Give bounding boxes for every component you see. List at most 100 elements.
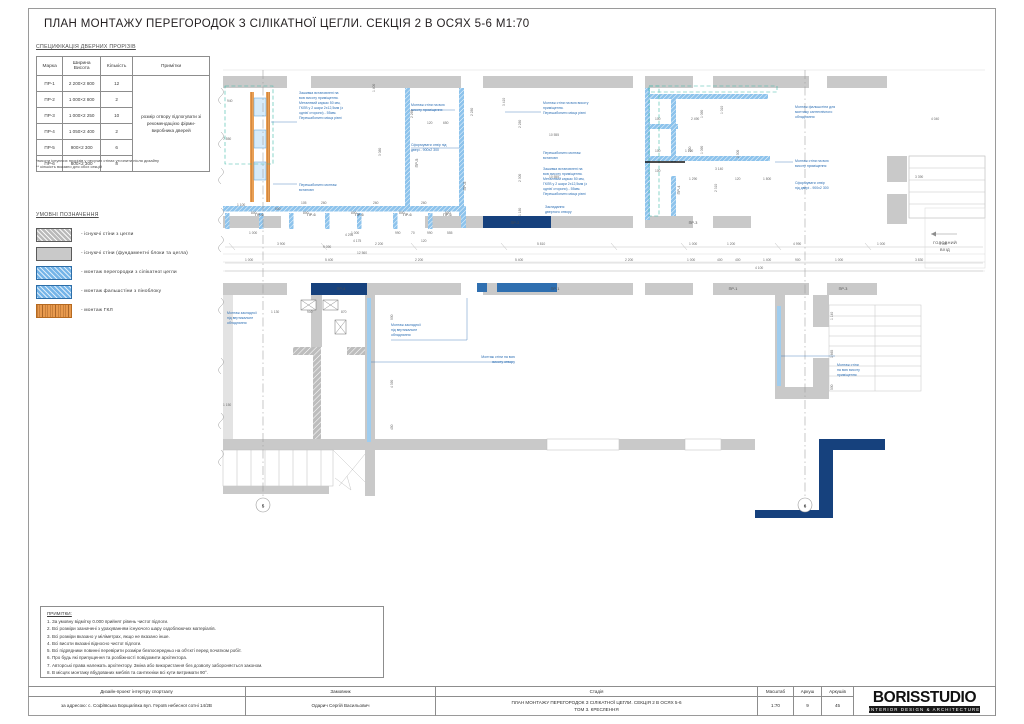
legend: - існуючі стіни з цегли - існуючі стіни … [36, 226, 236, 321]
svg-text:2 490: 2 490 [691, 117, 699, 121]
svg-text:5 400: 5 400 [515, 258, 523, 262]
svg-text:4 990: 4 990 [793, 242, 801, 246]
new-silicate-partitions-center [459, 85, 778, 220]
svg-text:250: 250 [688, 146, 692, 152]
svg-text:2 200: 2 200 [625, 258, 633, 262]
svg-text:1 090: 1 090 [700, 146, 704, 154]
annotation-remount-2: Перешабонити монтаж встановл [543, 151, 581, 160]
logo-wordmark: BORISSTUDIO [872, 688, 977, 706]
svg-text:1 000: 1 000 [835, 258, 843, 262]
svg-text:2 260: 2 260 [410, 110, 414, 118]
svg-text:1 400: 1 400 [372, 84, 376, 92]
svg-text:ПР-6: ПР-6 [255, 213, 264, 217]
axis-label: 6 [804, 504, 807, 509]
svg-text:450: 450 [390, 424, 394, 430]
cell-size: 1 050×2 400 [62, 123, 102, 140]
gkl-partition-detail [224, 85, 274, 202]
svg-text:2 310: 2 310 [714, 184, 718, 192]
cell-mark: ПР-1 [35, 75, 64, 92]
svg-text:ПР-5: ПР-5 [463, 182, 467, 191]
svg-text:500: 500 [830, 384, 834, 390]
svg-text:260: 260 [421, 201, 427, 205]
col-qty: Кількість [100, 56, 134, 76]
col-width-label: Ширина [72, 61, 91, 66]
list-item: - монтаж фальшстіни з піноблоку [36, 283, 236, 300]
dimension-labels-row1: 3 900 2 200 5 810 1 000 1 200 4 990 1 00… [277, 242, 947, 255]
svg-text:4 080: 4 080 [939, 242, 947, 246]
notes-list: 1. За умовну відмітку 0.000 прийнят ріве… [47, 618, 377, 676]
svg-text:1 000: 1 000 [249, 231, 257, 235]
svg-text:4 175: 4 175 [353, 239, 361, 243]
tb-stage-line1: ПЛАН МОНТАЖУ ПЕРЕГОРОДОК З СІЛІКАТНОЇ ЦЕ… [511, 700, 682, 706]
svg-text:9 090: 9 090 [323, 245, 331, 249]
cell-qty: 2 [100, 91, 134, 108]
svg-text:1 140: 1 140 [830, 312, 834, 320]
svg-text:1 180: 1 180 [518, 208, 522, 216]
existing-walls-upper [223, 76, 887, 228]
spec-heading: СПЕЦИФІКАЦІЯ ДВЕРНИХ ПРОРІЗІВ [36, 44, 136, 50]
annotation-embed-left-lower: Монтаж закладної під вертикальне обладнанн… [227, 311, 257, 325]
studio-logo: BORISSTUDIO INTERIOR DESIGN & ARCHITECTU… [854, 687, 996, 716]
dimension-chain-top [225, 246, 983, 272]
cell-size: 1 000×2 800 [62, 91, 102, 108]
cell-qty: 10 [100, 107, 134, 124]
svg-text:1 000: 1 000 [245, 258, 253, 262]
svg-text:4 040: 4 040 [931, 117, 939, 121]
tb-scale-value: 1:70 [771, 703, 780, 709]
svg-text:800: 800 [351, 211, 357, 215]
svg-text:1 190: 1 190 [685, 149, 693, 153]
svg-text:10 555: 10 555 [549, 175, 559, 179]
axis-label: 5 [262, 504, 265, 509]
col-size: Ширина Висота [62, 56, 102, 76]
note-item: 2. Всі розміри зазначені з урахуванням і… [47, 626, 216, 632]
dimension-total: 12 560 [357, 251, 367, 255]
svg-text:1 665: 1 665 [830, 350, 834, 358]
door-mark-rotated: ПР-5 ПР-5 ПР-4 [415, 159, 681, 195]
general-notes-block: ПРИМІТКИ: 1. За умовну відмітку 0.000 пр… [40, 606, 384, 678]
cell-mark: ПР-6 [35, 155, 64, 172]
tb-project-address: за адресою: с. Софіївська Борщагівка вул… [60, 703, 212, 709]
logo-tagline: INTERIOR DESIGN & ARCHITECTURE [868, 706, 981, 714]
tb-stage-value: ПЛАН МОНТАЖУ ПЕРЕГОРОДОК З СІЛІКАТНОЇ ЦЕ… [436, 697, 757, 716]
tb-sheets-caption: Аркушів [822, 687, 853, 697]
annotation-door-closed: Закладання дверного отвору [545, 205, 572, 214]
legend-swatch-existing-brick-icon [36, 227, 72, 242]
svg-text:900: 900 [390, 314, 394, 320]
stair-run-left [222, 449, 366, 491]
legend-label: - існуючі стіни з цегли [81, 232, 134, 237]
svg-text:2 200: 2 200 [415, 258, 423, 262]
svg-text:1 130: 1 130 [271, 310, 279, 314]
tb-sheets-cell: Аркушів 45 [822, 687, 854, 716]
cell-size: 800×2 300 [62, 155, 102, 172]
tb-stage-line2: ТОМ 3. КРЕСЛЕННЯ [574, 706, 619, 712]
annotation-remount: Перешабонити монтаж встановл [273, 183, 337, 192]
svg-text:2 300: 2 300 [736, 150, 740, 158]
list-item: - існуючі стіни з цегли [36, 226, 236, 243]
svg-text:ПР-4: ПР-4 [337, 287, 346, 291]
tb-project-cell: Дизайн-проект інтер'єру спортзалу за адр… [28, 687, 246, 716]
svg-text:120: 120 [735, 177, 741, 181]
svg-text:650: 650 [443, 121, 449, 125]
svg-text:940: 940 [227, 99, 233, 103]
svg-text:2 280: 2 280 [470, 108, 474, 116]
legend-label: - монтаж фальшстіни з піноблоку [81, 289, 162, 294]
tb-stage-caption: Стадія [436, 687, 757, 697]
cell-mark: ПР-2 [35, 91, 64, 108]
svg-text:1 010: 1 010 [720, 106, 724, 114]
main-entrance-marker: ГОЛОВНИЙ ВХІД [931, 231, 957, 252]
svg-text:ПР-6: ПР-6 [443, 213, 452, 217]
annotation-wall-full-height-5: Монтаж стіни на всю висоту приміщення [781, 355, 860, 377]
svg-text:3 410: 3 410 [502, 98, 506, 106]
svg-text:ПР-5: ПР-5 [415, 159, 419, 168]
note-item: 1. За умовну відмітку 0.000 прийнят ріве… [47, 619, 169, 624]
svg-text:2 300: 2 300 [518, 174, 522, 182]
svg-text:1 000: 1 000 [687, 258, 695, 262]
svg-text:870: 870 [341, 310, 347, 314]
tb-scale-caption: Масштаб [758, 687, 793, 697]
legend-swatch-false-wall-icon [36, 284, 72, 299]
